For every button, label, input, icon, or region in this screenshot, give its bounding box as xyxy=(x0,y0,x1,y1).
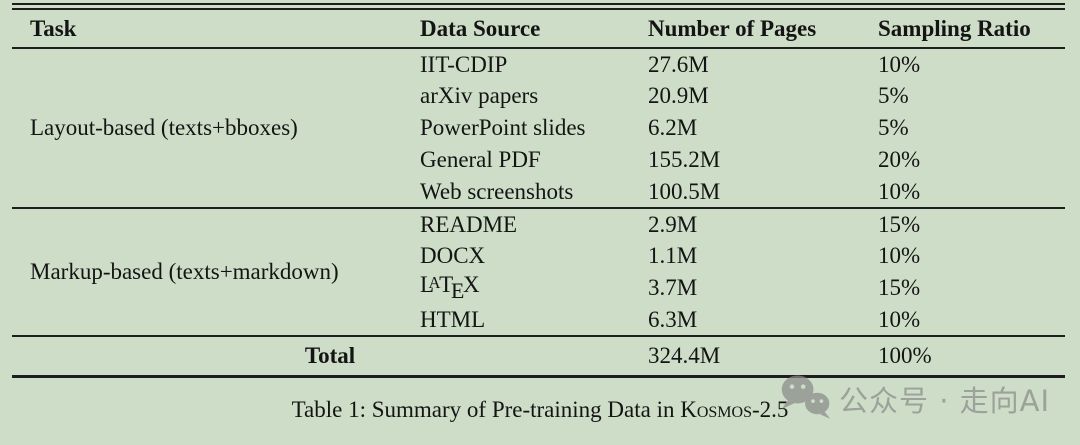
header-row: Task Data Source Number of Pages Samplin… xyxy=(12,10,1065,48)
task-group-label-layout: Layout-based (texts+bboxes) xyxy=(30,115,298,140)
table-row: Markup-based (texts+markdown) README 2.9… xyxy=(12,208,1065,285)
caption-model-name: Kosmos xyxy=(680,397,752,422)
total-label: Total xyxy=(304,342,356,368)
cell-data-source: HTML xyxy=(420,306,486,332)
cell-number-of-pages: 6.2M xyxy=(648,115,698,140)
col-header-task: Task xyxy=(30,15,77,41)
cell-sampling-ratio: 10% xyxy=(878,178,921,204)
cell-data-source: README xyxy=(420,211,518,237)
total-sampling-ratio: 100% xyxy=(878,342,932,368)
cell-data-source: arXiv papers xyxy=(420,83,539,108)
cell-sampling-ratio: 5% xyxy=(878,83,909,108)
cell-sampling-ratio: 10% xyxy=(878,243,921,268)
watermark-text: 公众号 · 走向AI xyxy=(839,383,1051,418)
caption-suffix: -2.5 xyxy=(751,397,789,422)
table-row: PowerPoint slides 6.2M 5% xyxy=(12,112,1065,144)
total-row: Total 324.4M 100% xyxy=(12,336,1065,376)
pretraining-data-table: Task Data Source Number of Pages Samplin… xyxy=(12,3,1065,378)
cell-data-source-latex: LATEX xyxy=(420,272,480,303)
cell-data-source: DOCX xyxy=(420,243,486,268)
table-row: HTML 6.3M 10% xyxy=(12,304,1065,336)
watermark: 公众号 · 走向AI xyxy=(778,372,1050,425)
col-header-sampling-ratio: Sampling Ratio xyxy=(878,15,1031,41)
table-top-rule-1 xyxy=(12,3,1065,5)
cell-data-source: General PDF xyxy=(420,147,541,172)
table-row: DOCX 1.1M 10% xyxy=(12,240,1065,272)
cell-sampling-ratio: 20% xyxy=(878,147,921,172)
cell-sampling-ratio: 15% xyxy=(878,211,921,237)
table-total-section: Total 324.4M 100% xyxy=(12,336,1065,376)
cell-data-source: PowerPoint slides xyxy=(420,115,586,140)
table-row: General PDF 155.2M 20% xyxy=(12,144,1065,176)
cell-number-of-pages: 3.7M xyxy=(648,275,698,300)
caption-prefix: Table 1: Summary of Pre-training Data in xyxy=(291,397,681,422)
task-group-label-markup: Markup-based (texts+markdown) xyxy=(30,259,339,284)
col-header-number-of-pages: Number of Pages xyxy=(648,15,817,41)
cell-sampling-ratio: 10% xyxy=(878,306,921,332)
table-row: Web screenshots 100.5M 10% xyxy=(12,176,1065,208)
cell-number-of-pages: 20.9M xyxy=(648,83,709,108)
table-caption: Table 1: Summary of Pre-training Data in… xyxy=(0,397,1080,423)
group-layout-based: Layout-based (texts+bboxes) IIT-CDIP 27.… xyxy=(12,48,1065,208)
cell-number-of-pages: 6.3M xyxy=(648,306,698,332)
group-markup-based: Markup-based (texts+markdown) README 2.9… xyxy=(12,208,1065,336)
col-header-data-source: Data Source xyxy=(420,15,541,41)
table-row: LATEX 3.7M 15% xyxy=(12,272,1065,304)
cell-number-of-pages: 1.1M xyxy=(648,243,698,268)
cell-number-of-pages: 155.2M xyxy=(648,147,721,172)
wechat-logo-icon xyxy=(778,372,834,425)
cell-data-source: IIT-CDIP xyxy=(420,51,508,77)
cell-number-of-pages: 2.9M xyxy=(648,211,698,237)
table-top-rule-2 xyxy=(12,8,1065,10)
table-row: arXiv papers 20.9M 5% xyxy=(12,80,1065,112)
cell-number-of-pages: 27.6M xyxy=(648,51,709,77)
total-number-of-pages: 324.4M xyxy=(648,342,721,368)
table-row: Layout-based (texts+bboxes) IIT-CDIP 27.… xyxy=(12,48,1065,141)
cell-number-of-pages: 100.5M xyxy=(648,178,721,204)
table-header: Task Data Source Number of Pages Samplin… xyxy=(12,10,1065,48)
cell-sampling-ratio: 15% xyxy=(878,275,921,300)
cell-sampling-ratio: 5% xyxy=(878,115,909,140)
data-table: Task Data Source Number of Pages Samplin… xyxy=(12,10,1065,378)
cell-data-source: Web screenshots xyxy=(420,178,574,204)
cell-sampling-ratio: 10% xyxy=(878,51,921,77)
